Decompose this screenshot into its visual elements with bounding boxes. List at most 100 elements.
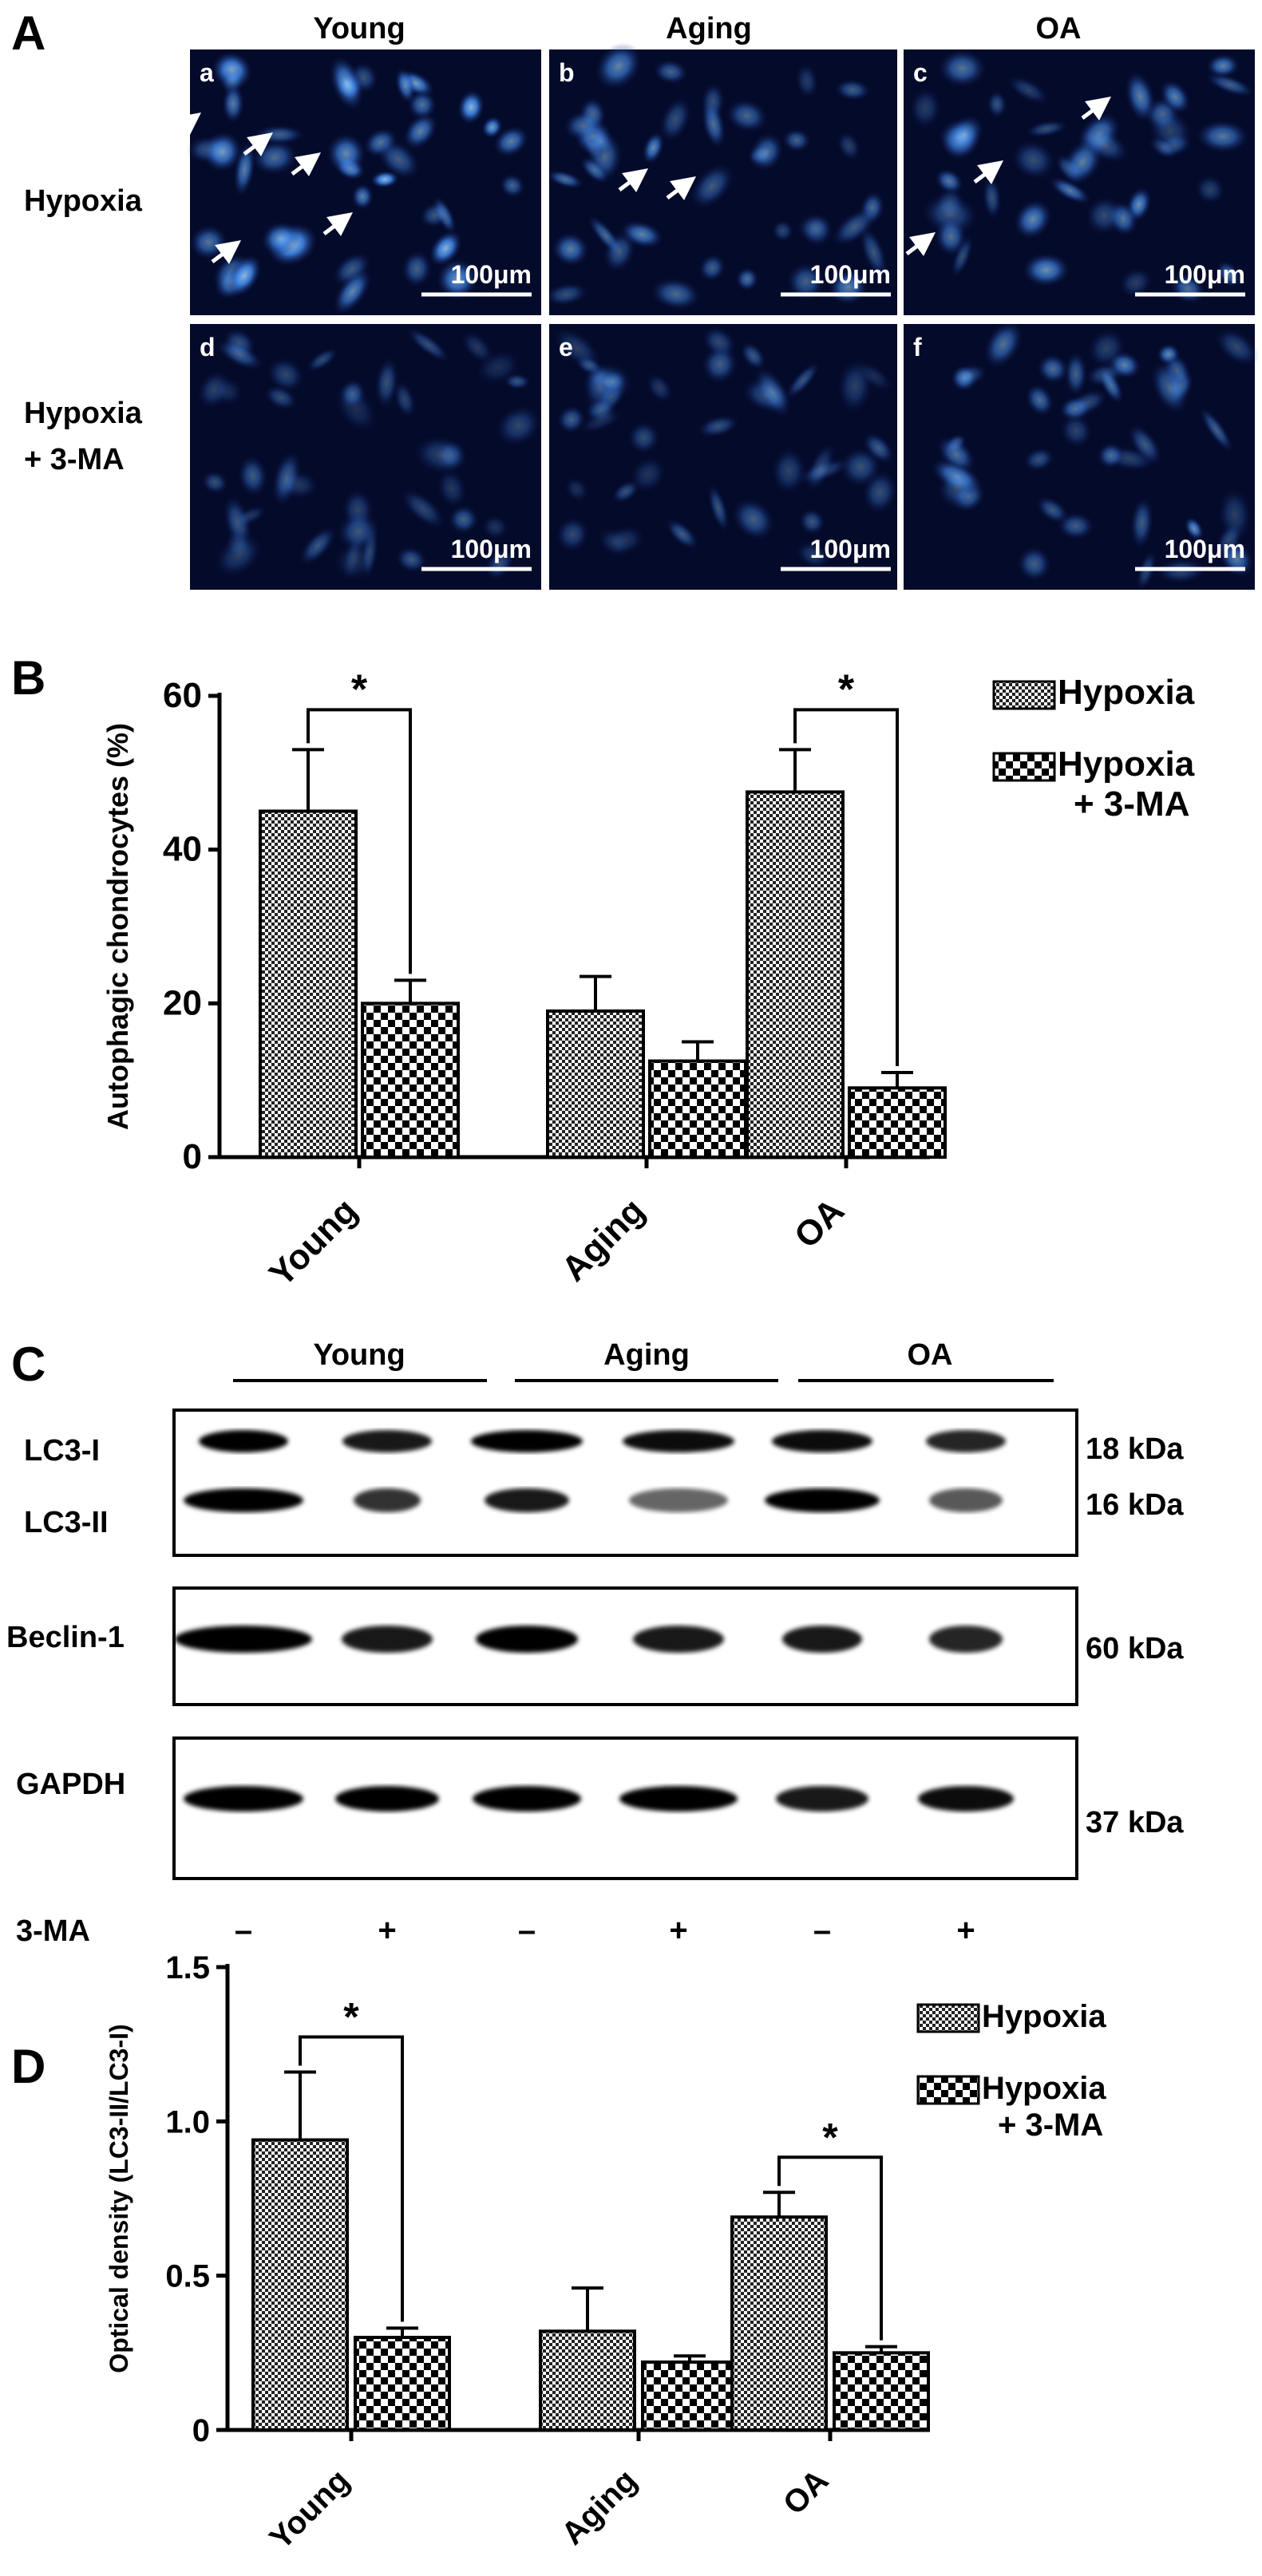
legend-entry-label: Hypoxia [1058, 673, 1195, 712]
cell [982, 176, 1002, 220]
cell [234, 505, 267, 527]
cell [707, 484, 730, 532]
bar-aging-hypoxia-3ma [641, 2360, 738, 2432]
beclin-1-band [633, 1626, 724, 1653]
cell [403, 113, 438, 149]
cell [1025, 383, 1054, 417]
blot-bands [175, 1430, 1014, 1811]
cell [771, 219, 794, 243]
bar-aging-hypoxia [546, 1009, 645, 1160]
cell [1085, 196, 1124, 235]
x-tick-label: Aging [555, 2463, 643, 2551]
lane-marker: + [669, 1913, 687, 1948]
y-tick-label: 1.0 [165, 2104, 210, 2139]
cell [1206, 53, 1240, 78]
cell [394, 68, 416, 104]
cell [556, 405, 586, 434]
y-axis-label: Optical density (LC3-II/LC3-I) [105, 2024, 133, 2373]
cell [338, 378, 366, 409]
cell [299, 526, 337, 566]
cell [1216, 260, 1241, 288]
y-tick-label: 0.5 [165, 2259, 210, 2294]
bar-young-hypoxia-3ma [361, 1002, 460, 1160]
cell [795, 62, 819, 100]
cell [627, 421, 660, 455]
arrow-icon [1081, 97, 1111, 121]
panel-d: D 0 0.5 1.0 1.5 Optical density (LC3-II/LC3-… [11, 1950, 1106, 2556]
cell [237, 455, 268, 497]
cell [419, 201, 451, 228]
cell [436, 259, 478, 300]
cell [395, 546, 428, 573]
legend-entry-label: Hypoxia [982, 2071, 1106, 2106]
cell [481, 514, 509, 540]
bar-young-hypoxia-3ma [354, 2336, 451, 2432]
blot-box-gapdh [172, 1736, 1078, 1880]
cell [1049, 176, 1091, 204]
panel-a-letter: A [11, 6, 45, 60]
cell [782, 128, 811, 152]
cell [326, 132, 366, 175]
legend-entry-label: Hypoxia [1058, 745, 1195, 784]
blot-label-lc3-ii: LC3-II [24, 1506, 109, 1539]
arrow-icon [618, 168, 648, 192]
cell [859, 226, 888, 279]
lane-marker: – [518, 1913, 536, 1948]
cell [333, 268, 372, 315]
panel-a: A Young Aging OA Hypoxia Hypoxia + 3-MA … [11, 6, 1260, 591]
tile-letter: c [913, 58, 928, 87]
tile-letter: a [200, 58, 214, 87]
arrow-icon [905, 232, 936, 256]
bar-aging-hypoxia [539, 2329, 636, 2432]
cell [1148, 135, 1178, 160]
lc3-i-band [926, 1430, 1006, 1452]
y-tick-label: 0 [192, 2413, 210, 2448]
cell [578, 409, 623, 434]
scale-bar-label: 100μm [451, 535, 532, 563]
arrow-icon [243, 132, 273, 156]
arrow-icon [973, 160, 1003, 184]
cell [457, 89, 485, 124]
cell [1150, 361, 1189, 415]
cell [839, 447, 882, 488]
lc3-ii-band [929, 1488, 1003, 1512]
cell [406, 327, 451, 363]
cell [1060, 413, 1093, 448]
cell [595, 42, 643, 90]
cell [580, 156, 609, 184]
cell [735, 267, 759, 291]
cell [1196, 120, 1250, 153]
cell [834, 79, 871, 101]
cell [448, 504, 479, 535]
cell [587, 128, 615, 156]
bar-young-hypoxia [251, 2138, 349, 2432]
lane-marker: + [378, 1913, 396, 1948]
cell [481, 116, 503, 139]
cell [1194, 175, 1226, 204]
cell [837, 131, 861, 161]
cell [651, 278, 702, 310]
cell [666, 519, 698, 550]
cell [629, 456, 667, 493]
y-tick-label: 60 [163, 676, 202, 715]
lc3-ii-band [485, 1488, 569, 1512]
cell [351, 183, 374, 210]
y-tick-label: 0 [183, 1137, 202, 1176]
bar-oa-hypoxia [730, 2215, 828, 2432]
beclin-1-band [175, 1626, 312, 1653]
cell [499, 173, 525, 198]
cell [1025, 120, 1068, 138]
gapdh-band [473, 1786, 581, 1811]
lc3-i-band [471, 1430, 583, 1452]
col-header-aging: Aging [666, 12, 752, 45]
cell [1035, 496, 1069, 524]
cell [1064, 351, 1088, 397]
arrow-icon [291, 152, 321, 176]
cell [749, 132, 784, 172]
blot-box-lc3 [172, 1409, 1078, 1557]
cell [1184, 516, 1204, 541]
gapdh-band [335, 1786, 439, 1811]
micrograph-tile-d: d 100μm [190, 324, 542, 590]
cell [646, 373, 674, 404]
cell [374, 357, 399, 409]
